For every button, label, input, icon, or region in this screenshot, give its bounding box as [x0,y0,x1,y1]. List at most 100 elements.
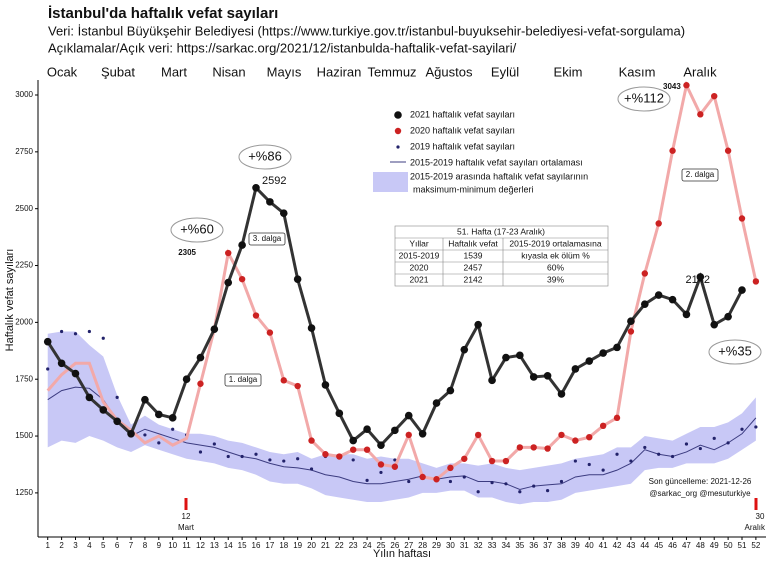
y-axis-title: Haftalık vefat sayıları [4,249,16,352]
point-2021 [307,324,316,332]
point-2021 [460,345,469,354]
point-2021 [571,365,580,373]
point-2020 [572,437,579,444]
x-tick-label: 37 [543,541,552,550]
y-tick-label: 1500 [15,431,33,440]
legend-label: 2015-2019 haftalık vefat sayıları ortala… [410,157,583,167]
point-2020 [294,382,301,390]
month-label: Temmuz [367,64,416,79]
x-tick-label: 52 [751,541,760,550]
x-tick-label: 7 [129,541,134,550]
legend-label: 2021 haftalık vefat sayıları [410,109,515,119]
point-2020 [586,433,593,441]
point-2019 [462,475,466,479]
point-2019 [545,489,550,493]
wave-label: 3. dalga [253,234,282,243]
marker-label: Mart [178,523,195,532]
annotation-bubble [170,217,224,243]
marker-label: 30 [756,512,765,521]
point-2020 [530,444,537,451]
point-2021 [71,369,80,378]
point-2019 [684,442,689,446]
table-cell: 1539 [464,250,483,260]
point-2020 [280,377,287,384]
x-tick-label: 21 [321,541,330,550]
point-2019 [698,446,702,451]
x-tick-label: 5 [101,541,106,550]
value-label: 3043 [663,82,681,91]
point-2021 [349,436,358,445]
point-2021 [640,300,649,308]
point-2019 [143,433,147,437]
month-label: Haziran [317,64,362,79]
point-2021 [488,376,496,385]
point-2019 [46,367,50,371]
point-2019 [87,329,91,334]
legend-label: 2015-2019 arasında haftalık vefat sayıla… [410,171,588,181]
point-2019 [282,459,286,463]
legend-swatch [394,127,402,135]
legend-label: maksimum-minimum değerleri [413,184,534,194]
x-tick-label: 16 [252,541,261,550]
point-2020 [488,457,496,465]
table-cell: Haftalık vefat [448,238,498,248]
x-tick-label: 24 [363,541,372,550]
y-tick-label: 2500 [15,204,33,213]
note: Son güncelleme: 2021-12-26 [649,477,752,486]
y-tick-label: 2750 [15,147,33,156]
legend-swatch [394,111,402,119]
value-label: 2142 [686,274,710,286]
table-cell: 2015-2019 [399,250,440,260]
note: @sarkac_org @mesuturkiye [649,489,751,498]
point-2020 [502,457,510,465]
point-2020 [655,220,662,227]
average-line [47,386,757,491]
point-2021 [335,409,344,418]
point-2020 [377,461,385,468]
point-2019 [573,459,577,463]
point-2020 [350,446,357,453]
point-2020 [308,437,315,444]
legend-label: 2019 haftalık vefat sayıları [410,141,515,151]
point-2019 [532,484,536,488]
point-2020 [197,380,204,387]
x-tick-label: 17 [265,541,274,550]
x-axis-title: Yılın haftası [373,548,431,560]
point-2019 [559,479,564,484]
month-label: Mayıs [267,64,302,79]
point-2020 [711,92,718,100]
wave-box [681,168,719,182]
point-2019 [504,482,508,486]
point-2020 [419,473,426,481]
point-2021 [127,429,135,438]
point-2021 [182,375,191,384]
point-2020 [683,82,690,89]
point-2021 [557,390,566,398]
point-2021 [155,410,163,419]
y-tick-label: 2000 [15,317,33,326]
x-tick-label: 14 [224,541,233,550]
point-2021 [668,295,677,304]
annotation-bubble [238,144,292,170]
point-2020 [238,275,246,283]
x-tick-label: 2 [59,541,64,550]
x-tick-label: 30 [446,541,455,550]
point-2021 [168,414,177,422]
point-2020 [738,215,746,222]
point-2021 [724,312,732,321]
x-tick-label: 48 [696,541,705,550]
point-2019 [670,454,675,459]
y-tick-label: 1750 [15,374,33,383]
point-2019 [240,454,244,459]
point-2019 [379,470,383,475]
x-tick-label: 23 [349,541,358,550]
point-2019 [351,458,355,462]
x-tick-label: 45 [654,541,663,550]
legend-label: 2020 haftalık vefat sayıları [410,125,515,135]
point-2021 [599,349,607,357]
x-tick-label: 25 [377,541,386,550]
point-2019 [587,462,591,467]
point-2021 [529,373,538,381]
point-2021 [710,320,719,329]
x-tick-label: 27 [404,541,413,550]
